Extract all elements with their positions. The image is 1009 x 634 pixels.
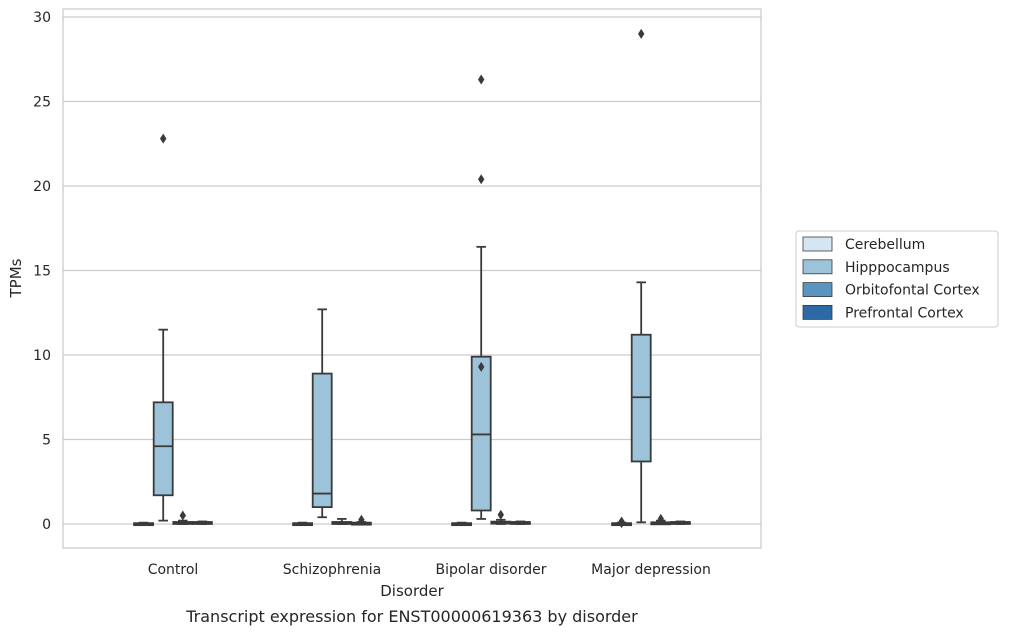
x-tick-label: Schizophrenia bbox=[283, 562, 381, 578]
outlier-point bbox=[160, 133, 167, 144]
legend-label: Orbitofontal Cortex bbox=[845, 283, 980, 299]
x-tick-label: Control bbox=[148, 562, 199, 578]
y-tick-label: 5 bbox=[42, 433, 51, 449]
y-tick-label: 0 bbox=[42, 517, 51, 533]
outlier-point bbox=[657, 513, 664, 524]
outlier-point bbox=[478, 174, 485, 185]
outlier-point bbox=[478, 361, 485, 372]
y-axis-title: TPMs bbox=[7, 258, 25, 298]
box-prefrontal-cortex bbox=[191, 520, 213, 525]
legend-swatch bbox=[802, 304, 833, 320]
box-cerebellum bbox=[611, 516, 632, 529]
box-hipppocampus bbox=[152, 133, 174, 522]
y-tick-label: 25 bbox=[33, 95, 51, 111]
outlier-point bbox=[358, 514, 365, 525]
x-tick-label: Major depression bbox=[591, 562, 711, 578]
legend-frame bbox=[795, 230, 999, 328]
legend-swatch bbox=[802, 236, 833, 252]
y-tick-label: 15 bbox=[33, 264, 51, 280]
box-orbitofontal-cortex bbox=[331, 518, 353, 525]
box-cerebellum bbox=[133, 521, 155, 527]
legend-label: Hipppocampus bbox=[845, 260, 950, 276]
box-hipppocampus bbox=[311, 308, 333, 519]
grid-lines bbox=[63, 16, 761, 525]
x-axis-title: Disorder bbox=[380, 582, 444, 600]
box-hipppocampus bbox=[470, 74, 492, 520]
box-body bbox=[152, 401, 174, 497]
box-hipppocampus bbox=[630, 28, 652, 524]
y-tick-label: 30 bbox=[33, 10, 51, 26]
outlier-point bbox=[638, 28, 645, 39]
box-prefrontal-cortex bbox=[350, 514, 372, 526]
legend-label: Prefrontal Cortex bbox=[845, 305, 964, 321]
legend-swatch bbox=[802, 282, 833, 298]
y-axis-ticks: 0 5 10 15 20 25 30 bbox=[33, 10, 51, 533]
box-body bbox=[311, 372, 333, 508]
box-prefrontal-cortex bbox=[670, 520, 691, 525]
legend: Cerebellum Hipppocampus Orbitofontal Corte… bbox=[795, 230, 999, 328]
outlier-point bbox=[179, 510, 186, 521]
box-orbitofontal-cortex bbox=[650, 513, 672, 526]
box-cerebellum bbox=[451, 521, 473, 527]
y-tick-label: 10 bbox=[33, 348, 51, 364]
outlier-point bbox=[478, 74, 485, 85]
box-orbitofontal-cortex bbox=[490, 509, 512, 525]
x-axis-ticks: Control Schizophrenia Bipolar disorder Majo… bbox=[148, 562, 711, 578]
box-cerebellum bbox=[292, 521, 314, 527]
outlier-point bbox=[618, 518, 625, 529]
chart-caption: Transcript expression for ENST0000061936… bbox=[185, 607, 638, 626]
box-plot-area bbox=[133, 28, 691, 529]
box-prefrontal-cortex bbox=[509, 520, 531, 525]
plot-frame bbox=[62, 8, 762, 549]
box-orbitofontal-cortex bbox=[172, 510, 194, 525]
x-tick-label: Bipolar disorder bbox=[435, 562, 546, 578]
legend-label: Cerebellum bbox=[845, 237, 925, 253]
y-tick-label: 20 bbox=[33, 179, 51, 195]
legend-swatch bbox=[802, 259, 833, 275]
outlier-point bbox=[497, 509, 504, 520]
